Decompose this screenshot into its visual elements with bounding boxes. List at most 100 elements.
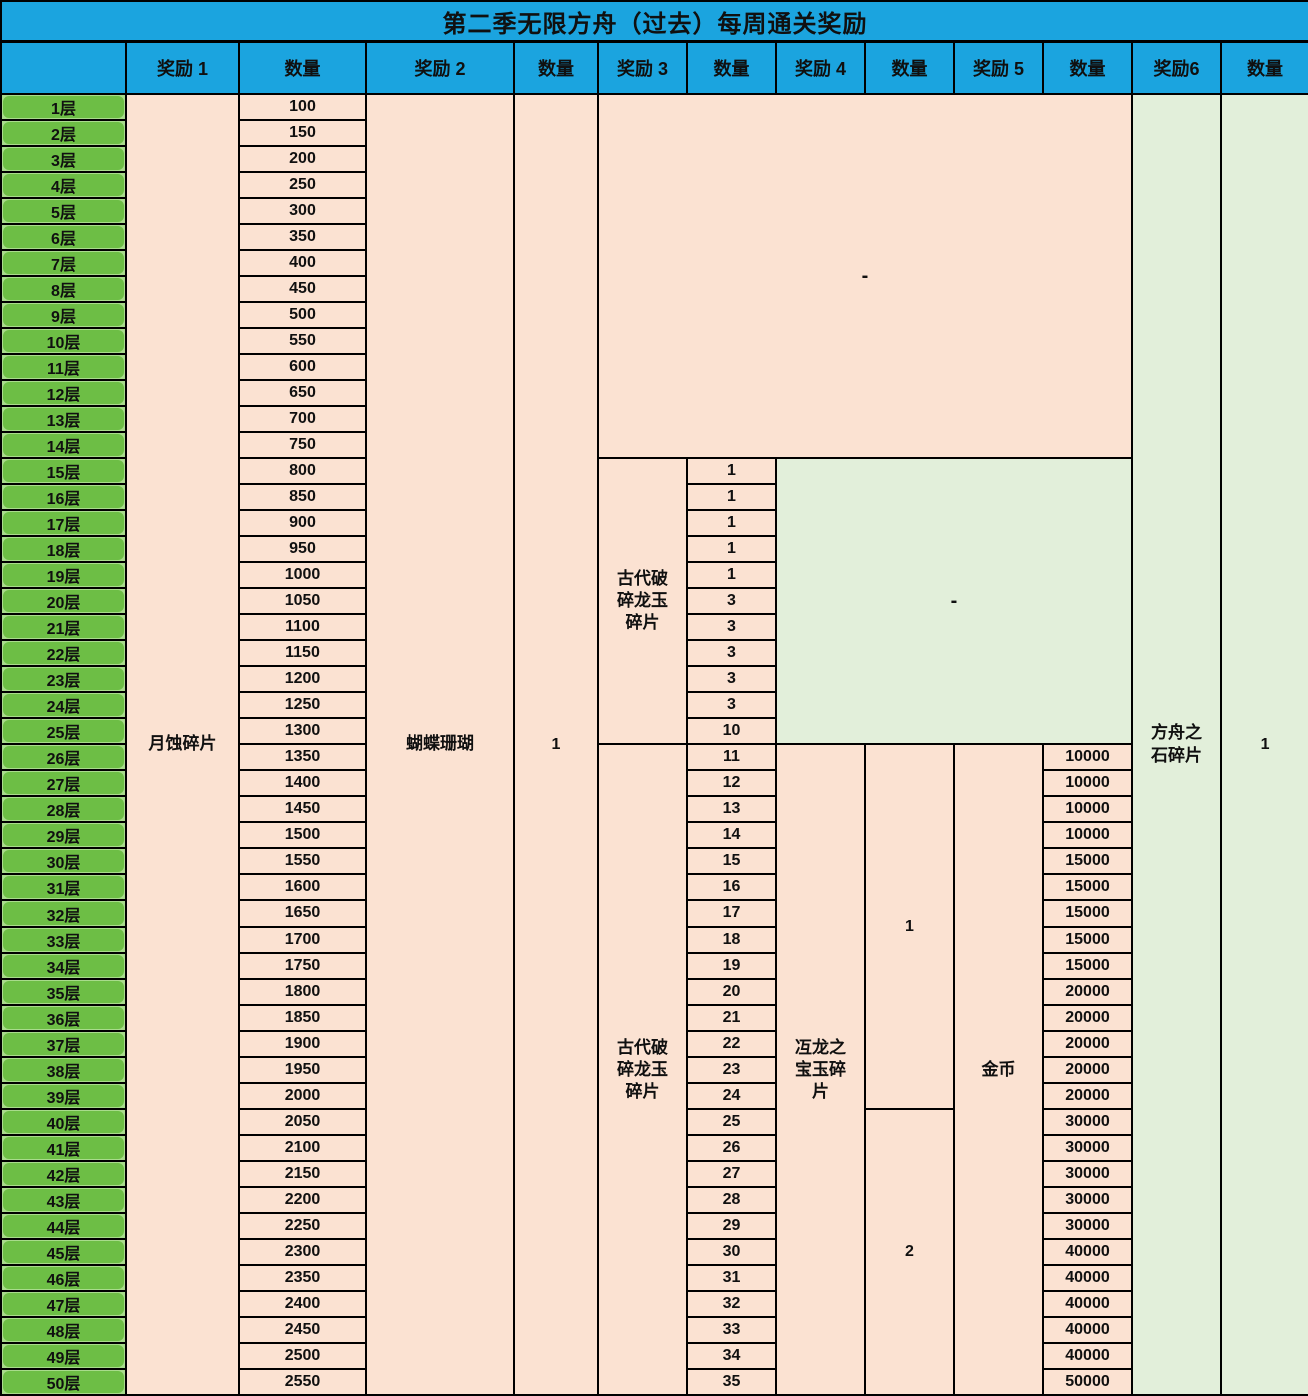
reward1-qty-cell: 600 [238,353,367,382]
floor-label: 37层 [3,1032,124,1055]
floor-cell: 31层 [0,873,127,902]
floor-cell: 24层 [0,691,127,720]
floor-cell: 35层 [0,977,127,1006]
reward3-qty-cell: 21 [686,1003,777,1032]
reward3-qty-cell: 13 [686,795,777,824]
table-row: 25层 1300 10 [0,717,1308,746]
reward3-qty-cell: 10 [686,717,777,746]
reward5-qty-cell: 40000 [1042,1341,1133,1370]
floor-cell: 11层 [0,353,127,382]
reward3-qty-cell: 25 [686,1107,777,1136]
floor-label: 25层 [3,720,124,743]
floor-cell: 29层 [0,821,127,850]
reward5-qty-cell: 20000 [1042,977,1133,1006]
reward3-qty-cell: 18 [686,925,777,954]
reward1-qty-cell: 1750 [238,951,367,980]
reward1-qty-cell: 400 [238,249,367,278]
reward1-qty-cell: 450 [238,275,367,304]
floor-label: 3层 [3,148,124,171]
floor-cell: 50层 [0,1367,127,1396]
floor-cell: 49层 [0,1341,127,1370]
floor-label: 30层 [3,850,124,873]
table-row: 40层 2050 25 2 30000 [0,1107,1308,1396]
floor-label: 4层 [3,174,124,197]
reward3-qty-cell: 20 [686,977,777,1006]
column-header-1: 奖励 1 [125,40,240,95]
reward3-qty-cell: 16 [686,873,777,902]
floor-cell: 14层 [0,431,127,460]
floor-cell: 33层 [0,925,127,954]
floor-cell: 4层 [0,171,127,200]
table-row: 21层 1100 3 [0,613,1308,642]
floor-label: 50层 [3,1370,124,1393]
floor-label: 10层 [3,330,124,353]
reward1-qty-cell: 2300 [238,1237,367,1266]
floor-label: 7层 [3,252,124,275]
reward1-qty-cell: 1700 [238,925,367,954]
reward1-qty-cell: 1000 [238,561,367,590]
column-header-3: 奖励 2 [365,40,515,95]
floor-label: 24层 [3,694,124,717]
reward1-qty-cell: 250 [238,171,367,200]
reward5-qty-cell: 10000 [1042,821,1133,850]
floor-label: 49层 [3,1344,124,1367]
floor-cell: 23层 [0,665,127,694]
table-row: 26层 1350 古代破碎龙玉碎片 11 冱龙之宝玉碎片 1 金币 10000 [0,743,1308,1396]
reward3-name-cell: 古代破碎龙玉碎片 [597,743,688,1396]
reward1-qty-cell: 2350 [238,1263,367,1292]
table-row: 14层 750 [0,431,1308,460]
floor-label: 47层 [3,1292,124,1315]
table-row: 5层 300 [0,197,1308,226]
floor-cell: 15层 [0,457,127,486]
table-row: 45层 2300 30 40000 [0,1237,1308,1266]
reward1-qty-cell: 1150 [238,639,367,668]
floor-label: 41层 [3,1136,124,1159]
table-row: 19层 1000 1 [0,561,1308,590]
reward1-qty-cell: 1500 [238,821,367,850]
floor-cell: 18层 [0,535,127,564]
floor-cell: 10层 [0,327,127,356]
floor-cell: 9层 [0,301,127,330]
floor-cell: 44层 [0,1211,127,1240]
reward1-qty-cell: 650 [238,379,367,408]
table-row: 49层 2500 34 40000 [0,1341,1308,1370]
reward3-qty-cell: 1 [686,483,777,512]
floor-label: 35层 [3,980,124,1003]
reward1-qty-cell: 2100 [238,1133,367,1162]
reward5-qty-cell: 10000 [1042,743,1133,772]
reward6-qty-cell: 1 [1219,93,1308,1396]
floor-cell: 16层 [0,483,127,512]
floor-cell: 26层 [0,743,127,772]
floor-cell: 41层 [0,1133,127,1162]
reward5-qty-cell: 30000 [1042,1107,1133,1136]
column-header-5: 奖励 3 [597,40,688,95]
reward3-qty-cell: 24 [686,1081,777,1110]
reward5-qty-cell: 30000 [1042,1159,1133,1188]
table-row: 16层 850 1 [0,483,1308,512]
floor-cell: 36层 [0,1003,127,1032]
floor-label: 48层 [3,1318,124,1341]
reward1-qty-cell: 1200 [238,665,367,694]
floor-label: 22层 [3,642,124,665]
table-row: 12层 650 [0,379,1308,408]
floor-label: 14层 [3,434,124,457]
reward5-qty-cell: 10000 [1042,795,1133,824]
table-row: 46层 2350 31 40000 [0,1263,1308,1292]
reward5-qty-cell: 40000 [1042,1315,1133,1344]
floor-cell: 42层 [0,1159,127,1188]
title-row: 第二季无限方舟（过去）每周通关奖励 [0,0,1308,43]
corner-cell [0,40,127,95]
reward3-qty-cell: 14 [686,821,777,850]
reward3-qty-cell: 35 [686,1367,777,1396]
table-row: 28层 1450 13 10000 [0,795,1308,824]
reward1-qty-cell: 1800 [238,977,367,1006]
floor-cell: 34层 [0,951,127,980]
table-row: 37层 1900 22 20000 [0,1029,1308,1058]
reward4-name-cell: 冱龙之宝玉碎片 [775,743,866,1396]
reward3-qty-cell: 12 [686,769,777,798]
reward3-qty-cell: 34 [686,1341,777,1370]
floor-cell: 20层 [0,587,127,616]
reward5-qty-cell: 20000 [1042,1029,1133,1058]
reward1-qty-cell: 1300 [238,717,367,746]
